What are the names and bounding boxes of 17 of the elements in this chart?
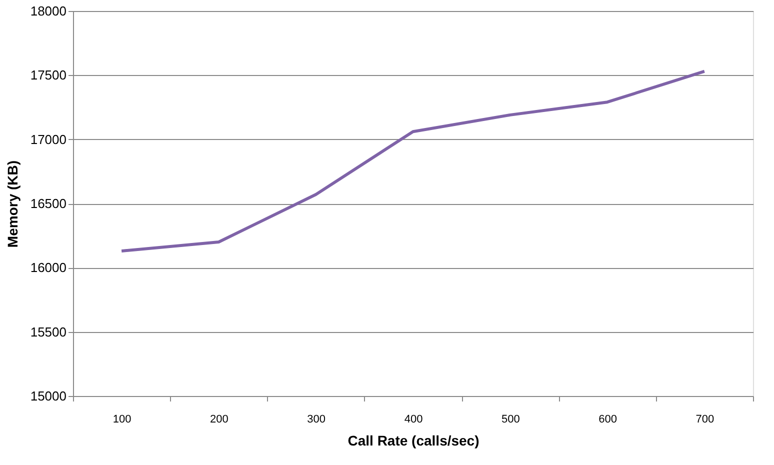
x-tick-label: 600 xyxy=(598,414,617,426)
y-tick-label: 15000 xyxy=(30,388,66,404)
y-tick-label: 17000 xyxy=(30,132,66,147)
y-axis-title: Memory (KB) xyxy=(4,160,20,248)
x-tick-label: 700 xyxy=(696,414,714,426)
y-tick-label: 17500 xyxy=(30,68,66,83)
y-tick-label: 16000 xyxy=(30,260,66,276)
x-tick-label: 500 xyxy=(501,414,520,426)
y-tick-label: 16500 xyxy=(30,196,66,211)
x-tick-label: 400 xyxy=(404,414,423,426)
x-tick-label: 300 xyxy=(307,414,326,426)
x-tick-label: 100 xyxy=(112,414,132,426)
y-tick-label: 15500 xyxy=(30,324,66,340)
y-tick-label: 18000 xyxy=(30,4,66,18)
x-tick-label: 200 xyxy=(210,414,228,426)
line-series xyxy=(120,70,706,252)
x-axis-title: Call Rate (calls/sec) xyxy=(348,432,480,448)
